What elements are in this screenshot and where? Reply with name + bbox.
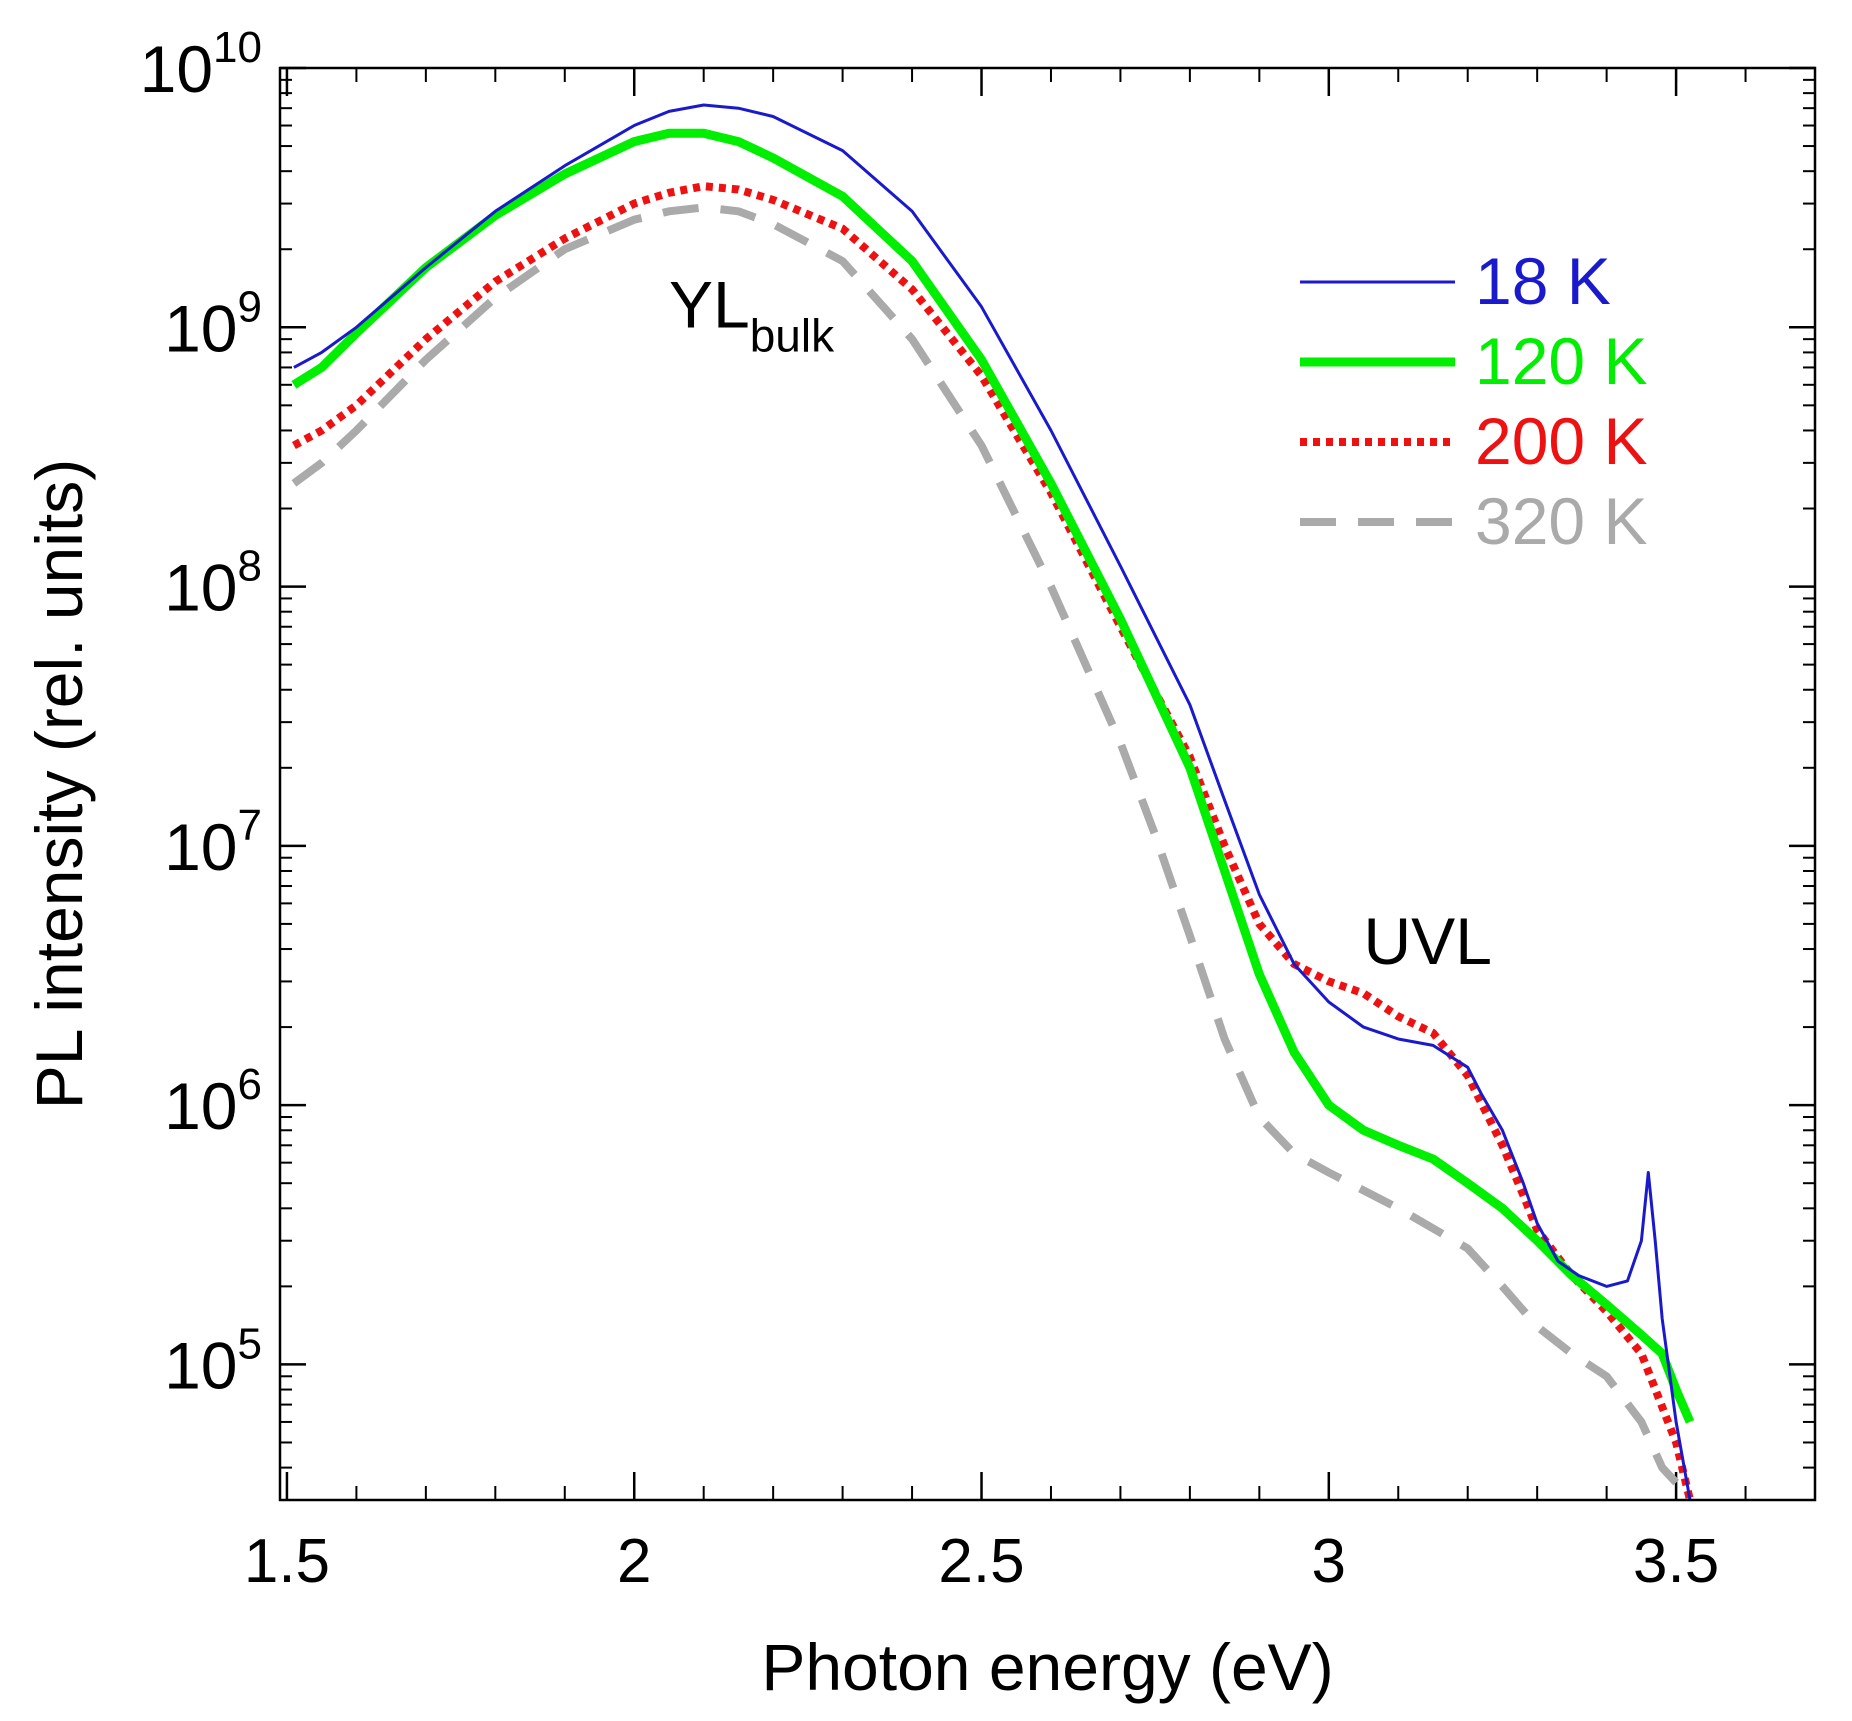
y-tick-label: 107 — [164, 801, 262, 884]
x-tick-label: 3 — [1312, 1527, 1346, 1596]
x-tick-label: 3.5 — [1633, 1527, 1719, 1596]
y-tick-label: 108 — [164, 542, 262, 625]
y-axis-title: PL intensity (rel. units) — [22, 459, 96, 1109]
plot-frame — [278, 66, 1817, 1502]
series-layer — [291, 103, 1695, 1501]
annotation-yl-sub: bulk — [750, 309, 835, 361]
annotation-yl-main: YL — [669, 267, 750, 341]
series-line-320-k — [291, 203, 1680, 1486]
x-tick-labels: 1.5 2 2.5 3 3.5 — [244, 1527, 1719, 1596]
legend-label-120-k: 120 K — [1475, 324, 1647, 398]
legend-label-320-k: 320 K — [1475, 484, 1647, 558]
annotations: YLbulk UVL — [669, 267, 1492, 978]
x-axis-title: Photon energy (eV) — [761, 1630, 1333, 1704]
y-tick-exponent: 9 — [238, 282, 262, 331]
y-tick-base: 10 — [164, 551, 237, 625]
y-tick-label: 105 — [164, 1319, 262, 1402]
y-tick-exponent: 10 — [213, 23, 262, 72]
annotation-uvl: UVL — [1364, 904, 1492, 978]
y-tick-base: 10 — [164, 810, 237, 884]
x-tick-label: 2.5 — [938, 1527, 1024, 1596]
legend-label-18-k: 18 K — [1475, 244, 1611, 318]
annotation-yl: YLbulk — [669, 267, 835, 361]
y-tick-base: 10 — [164, 291, 237, 365]
y-tick-base: 10 — [140, 32, 213, 106]
y-tick-base: 10 — [164, 1328, 237, 1402]
y-tick-exponent: 6 — [238, 1060, 262, 1109]
x-tick-label: 1.5 — [244, 1527, 330, 1596]
y-tick-label: 109 — [164, 282, 262, 365]
y-tick-label: 106 — [164, 1060, 262, 1143]
y-tick-exponent: 8 — [238, 542, 262, 591]
y-tick-exponent: 7 — [238, 801, 262, 850]
y-tick-base: 10 — [164, 1069, 237, 1143]
series-line-200-k — [292, 182, 1694, 1501]
series-line-18-k — [293, 103, 1692, 1501]
legend-label-200-k: 200 K — [1475, 404, 1647, 478]
y-tick-exponent: 5 — [238, 1319, 262, 1368]
annotation-uvl-main: UVL — [1364, 904, 1492, 978]
y-tick-label: 1010 — [140, 23, 262, 106]
x-tick-label: 2 — [617, 1527, 651, 1596]
